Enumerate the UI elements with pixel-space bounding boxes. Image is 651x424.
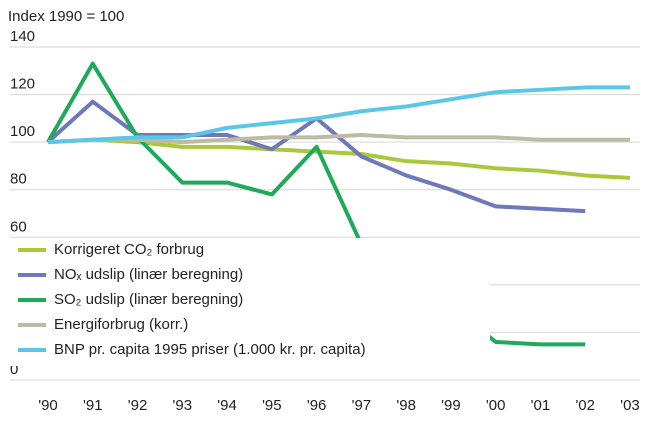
x-tick-label: '01 — [531, 397, 551, 414]
y-tick-label: 120 — [10, 76, 35, 93]
series-line — [47, 85, 630, 145]
x-tick-label: '02 — [575, 397, 595, 414]
legend-label: Korrigeret CO₂ forbrug — [54, 241, 204, 258]
x-tick-label: '94 — [217, 397, 237, 414]
x-tick-label: '91 — [83, 397, 103, 414]
x-tick-label: '00 — [486, 397, 506, 414]
legend-background — [10, 238, 490, 366]
x-tick-label: '98 — [396, 397, 416, 414]
series-line — [47, 137, 631, 180]
x-tick-label: '92 — [128, 397, 148, 414]
y-axis-label: Index 1990 = 100 — [8, 8, 124, 25]
x-tick-label: '03 — [620, 397, 640, 414]
y-tick-label: 140 — [10, 28, 35, 45]
y-tick-label: 80 — [10, 171, 27, 188]
legend-label: SO₂ udslip (linær beregning) — [54, 291, 243, 308]
x-tick-label: '99 — [441, 397, 461, 414]
legend-label: NOₓ udslip (linær beregning) — [54, 266, 243, 283]
x-tick-label: '97 — [352, 397, 372, 414]
x-tick-label: '90 — [38, 397, 58, 414]
y-tick-label: 100 — [10, 123, 35, 140]
series-line — [47, 133, 630, 145]
x-tick-label: '93 — [173, 397, 193, 414]
x-tick-label: '95 — [262, 397, 282, 414]
x-tick-label: '96 — [307, 397, 327, 414]
legend-label: BNP pr. capita 1995 priser (1.000 kr. pr… — [54, 341, 366, 358]
legend-label: Energiforbrug (korr.) — [54, 316, 188, 333]
y-tick-label: 0 — [10, 361, 18, 378]
y-tick-label: 60 — [10, 218, 27, 235]
